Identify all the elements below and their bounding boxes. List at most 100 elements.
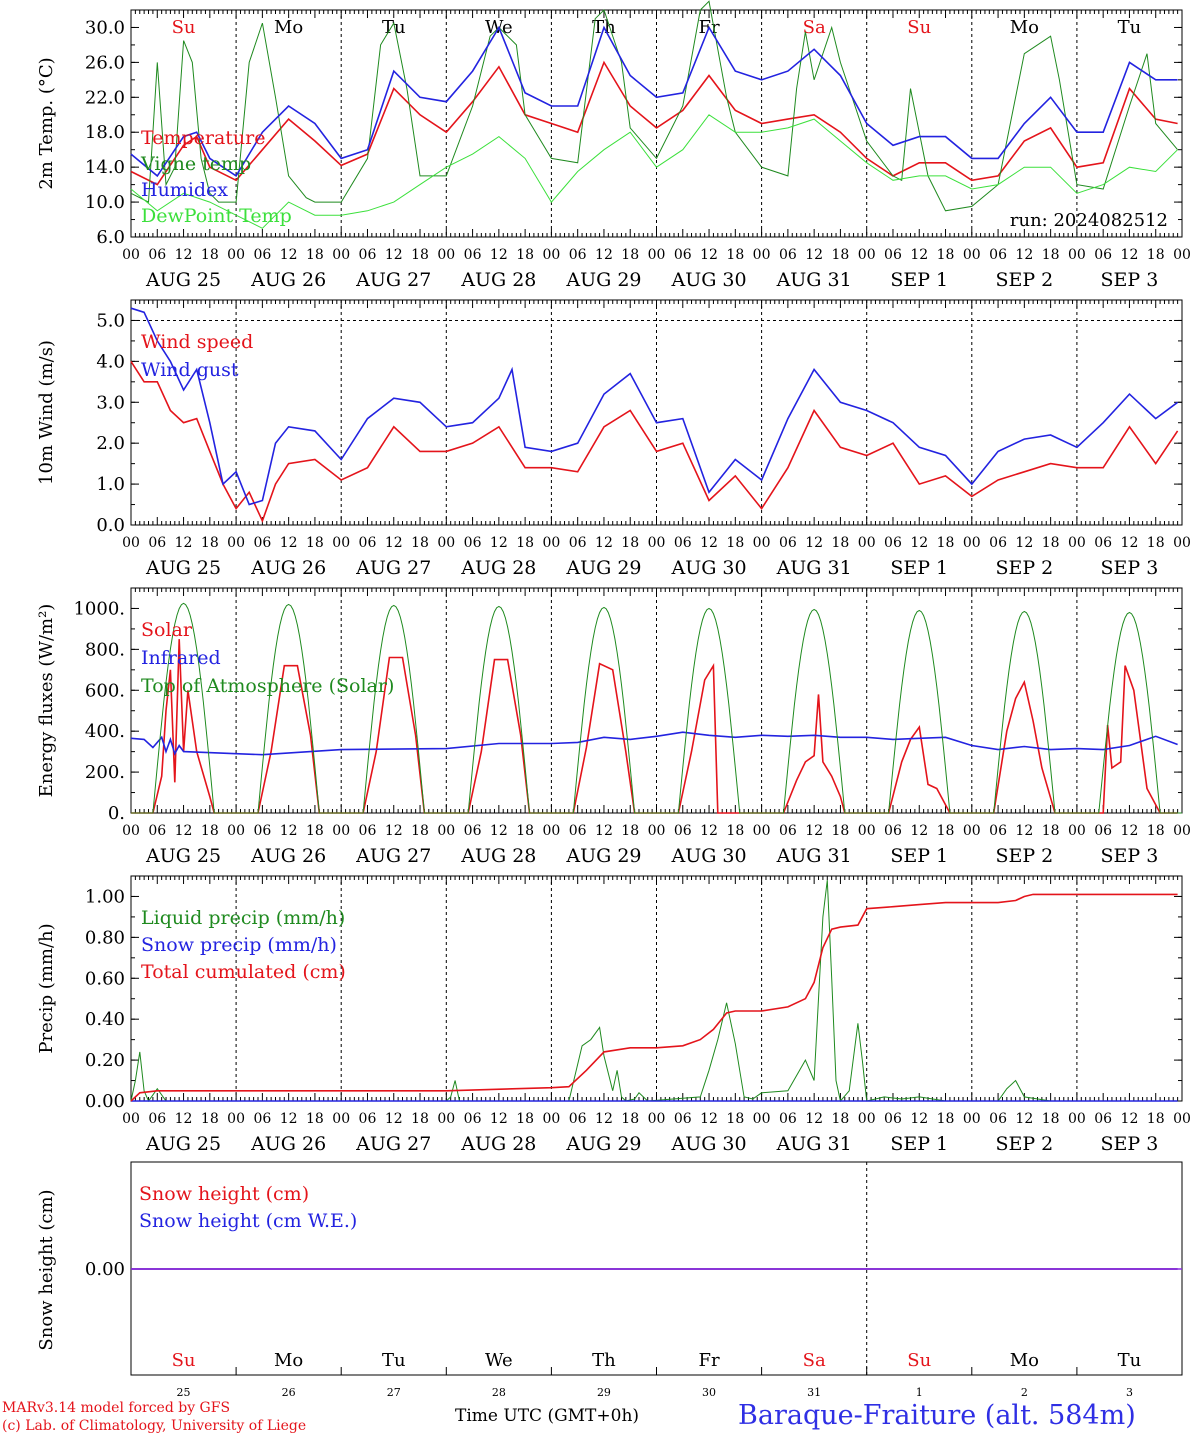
- weekday-label: Su: [172, 17, 196, 38]
- hour-label: 00: [858, 535, 876, 551]
- date-label: SEP 1: [890, 557, 948, 579]
- hour-label: 06: [253, 247, 271, 263]
- model-credit: MARv3.14 model forced by GFS: [2, 1400, 231, 1416]
- y-tick-label: 1.00: [85, 886, 125, 907]
- legend-entry: Wind gust: [141, 359, 239, 381]
- date-label: SEP 3: [1101, 845, 1159, 867]
- y-tick-label: 6.0: [96, 227, 125, 248]
- hour-label: 00: [437, 1111, 455, 1127]
- y-tick-label: 0.40: [85, 1009, 125, 1030]
- day-number: 2: [1021, 1386, 1028, 1398]
- date-label: AUG 31: [776, 845, 852, 867]
- hour-label: 06: [1094, 535, 1112, 551]
- y-tick-label: 0.00: [85, 1259, 125, 1280]
- date-label: SEP 2: [995, 1133, 1053, 1155]
- date-label: SEP 3: [1101, 1133, 1159, 1155]
- hour-label: 18: [621, 1111, 639, 1127]
- y-tick-label: 400.: [85, 721, 125, 742]
- legend-entry: Snow height (cm): [139, 1183, 309, 1205]
- hour-label: 12: [595, 535, 613, 551]
- y-tick-label: 10.0: [85, 192, 125, 213]
- series-line: [130, 114, 1178, 229]
- hour-label: 12: [805, 535, 823, 551]
- legend-entry: Solar: [141, 619, 193, 641]
- hour-label: 12: [595, 823, 613, 839]
- hour-label: 12: [1121, 247, 1139, 263]
- y-tick-label: 5.0: [96, 310, 125, 331]
- hour-label: 12: [700, 247, 718, 263]
- hour-label: 18: [411, 535, 429, 551]
- hour-label: 12: [700, 823, 718, 839]
- hour-label: 06: [464, 823, 482, 839]
- day-number: 26: [282, 1386, 296, 1398]
- hour-label: 00: [648, 823, 666, 839]
- y-tick-label: 30.0: [85, 17, 125, 38]
- hour-label: 12: [805, 247, 823, 263]
- series-line: [130, 893, 1178, 1102]
- hour-label: 06: [779, 823, 797, 839]
- hour-label: 06: [884, 247, 902, 263]
- y-tick-label: 1.0: [96, 474, 125, 495]
- weekday-label: Sa: [803, 17, 826, 38]
- date-label: AUG 31: [776, 1133, 852, 1155]
- legend-entry: Snow precip (mm/h): [141, 934, 337, 956]
- y-tick-label: 0.0: [96, 515, 125, 536]
- date-label: SEP 1: [890, 1133, 948, 1155]
- date-label: SEP 3: [1101, 269, 1159, 291]
- hour-label: 00: [122, 1111, 140, 1127]
- hour-label: 18: [1042, 1111, 1060, 1127]
- hour-label: 06: [569, 823, 587, 839]
- hour-label: 18: [1042, 535, 1060, 551]
- hour-label: 18: [1042, 823, 1060, 839]
- hour-label: 00: [648, 1111, 666, 1127]
- hour-label: 00: [122, 247, 140, 263]
- hour-label: 18: [621, 247, 639, 263]
- hour-label: 00: [963, 247, 981, 263]
- weekday-label: Mo: [1010, 17, 1039, 38]
- hour-label: 18: [201, 1111, 219, 1127]
- hour-label: 00: [542, 1111, 560, 1127]
- hour-label: 12: [490, 535, 508, 551]
- hour-label: 00: [227, 823, 245, 839]
- hour-label: 18: [726, 535, 744, 551]
- hour-label: 00: [542, 247, 560, 263]
- hour-label: 12: [490, 247, 508, 263]
- hour-label: 00: [542, 823, 560, 839]
- y-tick-label: 18.0: [85, 122, 125, 143]
- legend-entry: DewPoint Temp: [141, 205, 292, 227]
- hour-label: 06: [464, 247, 482, 263]
- legend-entry: Top of Atmosphere (Solar): [141, 675, 394, 697]
- hour-label: 06: [253, 1111, 271, 1127]
- hour-label: 06: [148, 535, 166, 551]
- date-label: AUG 28: [460, 269, 536, 291]
- hour-label: 00: [437, 535, 455, 551]
- y-axis-title: 10m Wind (m/s): [36, 340, 57, 485]
- hour-label: 12: [385, 1111, 403, 1127]
- hour-label: 00: [1173, 247, 1191, 263]
- hour-label: 12: [805, 823, 823, 839]
- date-label: AUG 31: [776, 269, 852, 291]
- hour-label: 00: [963, 535, 981, 551]
- hour-label: 06: [1094, 823, 1112, 839]
- hour-label: 06: [989, 247, 1007, 263]
- hour-label: 18: [516, 247, 534, 263]
- hour-label: 12: [1015, 1111, 1033, 1127]
- hour-label: 18: [832, 247, 850, 263]
- hour-label: 12: [910, 247, 928, 263]
- hour-label: 06: [1094, 1111, 1112, 1127]
- hour-label: 18: [201, 247, 219, 263]
- hour-label: 00: [858, 1111, 876, 1127]
- hour-label: 12: [175, 1111, 193, 1127]
- hour-label: 18: [726, 823, 744, 839]
- date-label: AUG 25: [145, 269, 221, 291]
- legend-entry: Total cumulated (cm): [141, 961, 346, 983]
- date-label: AUG 29: [565, 269, 641, 291]
- hour-label: 00: [122, 535, 140, 551]
- date-label: AUG 29: [565, 557, 641, 579]
- hour-label: 18: [411, 247, 429, 263]
- day-number: 27: [387, 1386, 401, 1398]
- series-line: [130, 0, 1178, 212]
- hour-label: 06: [989, 535, 1007, 551]
- hour-label: 00: [542, 535, 560, 551]
- hour-label: 12: [595, 1111, 613, 1127]
